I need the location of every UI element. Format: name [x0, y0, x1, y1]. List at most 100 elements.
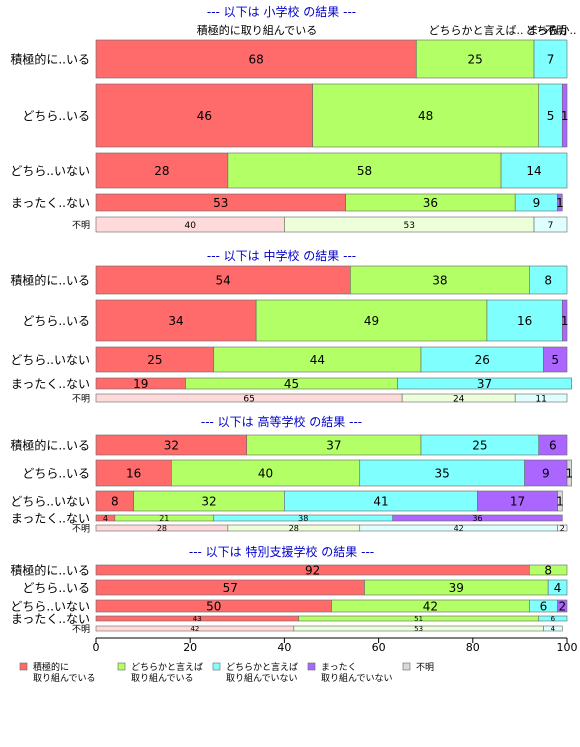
- legend-label: どちらかと言えば: [226, 661, 298, 673]
- category-label: どちら..いる: [22, 109, 90, 123]
- legend-label: 不明: [416, 662, 434, 673]
- data-label: 6: [540, 600, 548, 614]
- section-title: --- 以下は 高等学校 の結果 ---: [201, 414, 362, 429]
- legend-label: 取り組んでいる: [33, 672, 96, 684]
- bar-segment: [557, 193, 563, 212]
- bar-segment: [524, 459, 568, 487]
- data-label: 1: [561, 109, 569, 123]
- data-label: 57: [223, 581, 238, 595]
- bar-segment: [95, 265, 351, 295]
- category-label: どちら..いない: [10, 600, 90, 614]
- top-segment-label: 不明: [545, 24, 567, 37]
- category-label: どちら..いない: [10, 495, 90, 509]
- data-label: 8: [111, 495, 119, 509]
- bar-segment: [533, 39, 568, 79]
- data-label: 36: [423, 196, 438, 210]
- x-tick-label: 20: [183, 641, 197, 654]
- bar-segment: [543, 625, 563, 632]
- data-label: 68: [248, 53, 263, 67]
- data-label: 34: [168, 314, 183, 328]
- x-tick-label: 80: [466, 641, 480, 654]
- legend-swatch: [212, 662, 221, 671]
- legend-label: 取り組んでいる: [131, 672, 194, 684]
- bar-segment: [171, 459, 361, 487]
- bar-segment: [543, 346, 568, 373]
- data-label: 16: [126, 467, 141, 481]
- data-label: 5: [547, 109, 555, 123]
- bar-segment: [213, 346, 422, 373]
- data-label: 32: [164, 439, 179, 453]
- data-label: 1: [561, 314, 569, 328]
- top-segment-label: どちらかと言えば..: [429, 24, 524, 37]
- legend-label: どちらかと言えば: [131, 661, 203, 673]
- data-label: 53: [414, 625, 423, 633]
- bar-segment: [529, 265, 568, 295]
- data-label: 28: [157, 524, 167, 533]
- x-tick-label: 60: [372, 641, 386, 654]
- data-label: 11: [535, 394, 546, 404]
- bar-segment: [514, 393, 568, 403]
- data-label: 19: [133, 377, 148, 391]
- section-title: --- 以下は 中学校 の結果 ---: [207, 248, 356, 263]
- category-label: 積極的に..いる: [10, 273, 90, 288]
- data-label: 6: [551, 615, 556, 623]
- data-label: 7: [548, 221, 554, 231]
- data-label: 35: [435, 467, 450, 481]
- bar-segment: [95, 299, 257, 342]
- data-label: 92: [305, 564, 320, 578]
- category-label: 積極的に..いる: [10, 52, 90, 67]
- legend-label: 取り組んでいない: [321, 672, 393, 684]
- data-label: 4: [554, 581, 562, 595]
- x-tick-label: 0: [93, 641, 100, 654]
- data-label: 50: [206, 600, 221, 614]
- bar-segment: [529, 564, 568, 576]
- bar-segment: [547, 579, 568, 596]
- bar-segment: [397, 377, 573, 390]
- data-label: 7: [547, 53, 555, 67]
- bar-segment: [557, 490, 563, 512]
- bar-segment: [538, 615, 568, 622]
- bar-segment: [359, 459, 525, 487]
- data-label: 25: [472, 439, 487, 453]
- data-label: 42: [423, 600, 438, 614]
- top-segment-label: どちらか..: [526, 24, 577, 37]
- bar-segment: [566, 459, 573, 487]
- category-label: どちら..いない: [10, 353, 90, 367]
- data-label: 49: [364, 314, 379, 328]
- data-label: 1: [556, 196, 564, 210]
- data-label: 26: [475, 353, 490, 367]
- data-label: 1: [556, 495, 564, 509]
- data-label: 2: [558, 600, 566, 614]
- category-label: どちら..いない: [10, 164, 90, 178]
- x-tick-label: 40: [277, 641, 291, 654]
- category-label: どちら..いる: [22, 581, 90, 595]
- data-label: 4: [551, 625, 556, 633]
- data-label: 28: [289, 524, 299, 533]
- data-label: 53: [403, 221, 414, 231]
- bar-segment: [255, 299, 488, 342]
- data-label: 4: [103, 514, 108, 523]
- bar-segment: [95, 152, 229, 189]
- top-segment-label: 積極的に取り組んでいる: [197, 23, 317, 37]
- data-label: 21: [159, 514, 169, 523]
- category-label: 不明: [72, 393, 90, 404]
- bar-segment: [557, 599, 568, 613]
- data-label: 39: [449, 581, 464, 595]
- data-label: 9: [542, 467, 550, 481]
- data-label: 37: [326, 439, 341, 453]
- category-label: 不明: [72, 220, 90, 231]
- data-label: 37: [477, 377, 492, 391]
- data-label: 40: [184, 221, 196, 231]
- bar-segment: [95, 39, 417, 79]
- data-label: 6: [549, 439, 557, 453]
- data-label: 43: [193, 615, 202, 623]
- data-label: 54: [216, 274, 231, 288]
- bar-segment: [561, 83, 568, 148]
- data-label: 36: [472, 514, 482, 523]
- data-label: 24: [453, 394, 465, 404]
- category-label: まったく..ない: [11, 512, 90, 526]
- bar-segment: [557, 524, 568, 532]
- bar-segment: [538, 434, 568, 456]
- bar-segment: [95, 83, 313, 148]
- data-label: 9: [533, 196, 541, 210]
